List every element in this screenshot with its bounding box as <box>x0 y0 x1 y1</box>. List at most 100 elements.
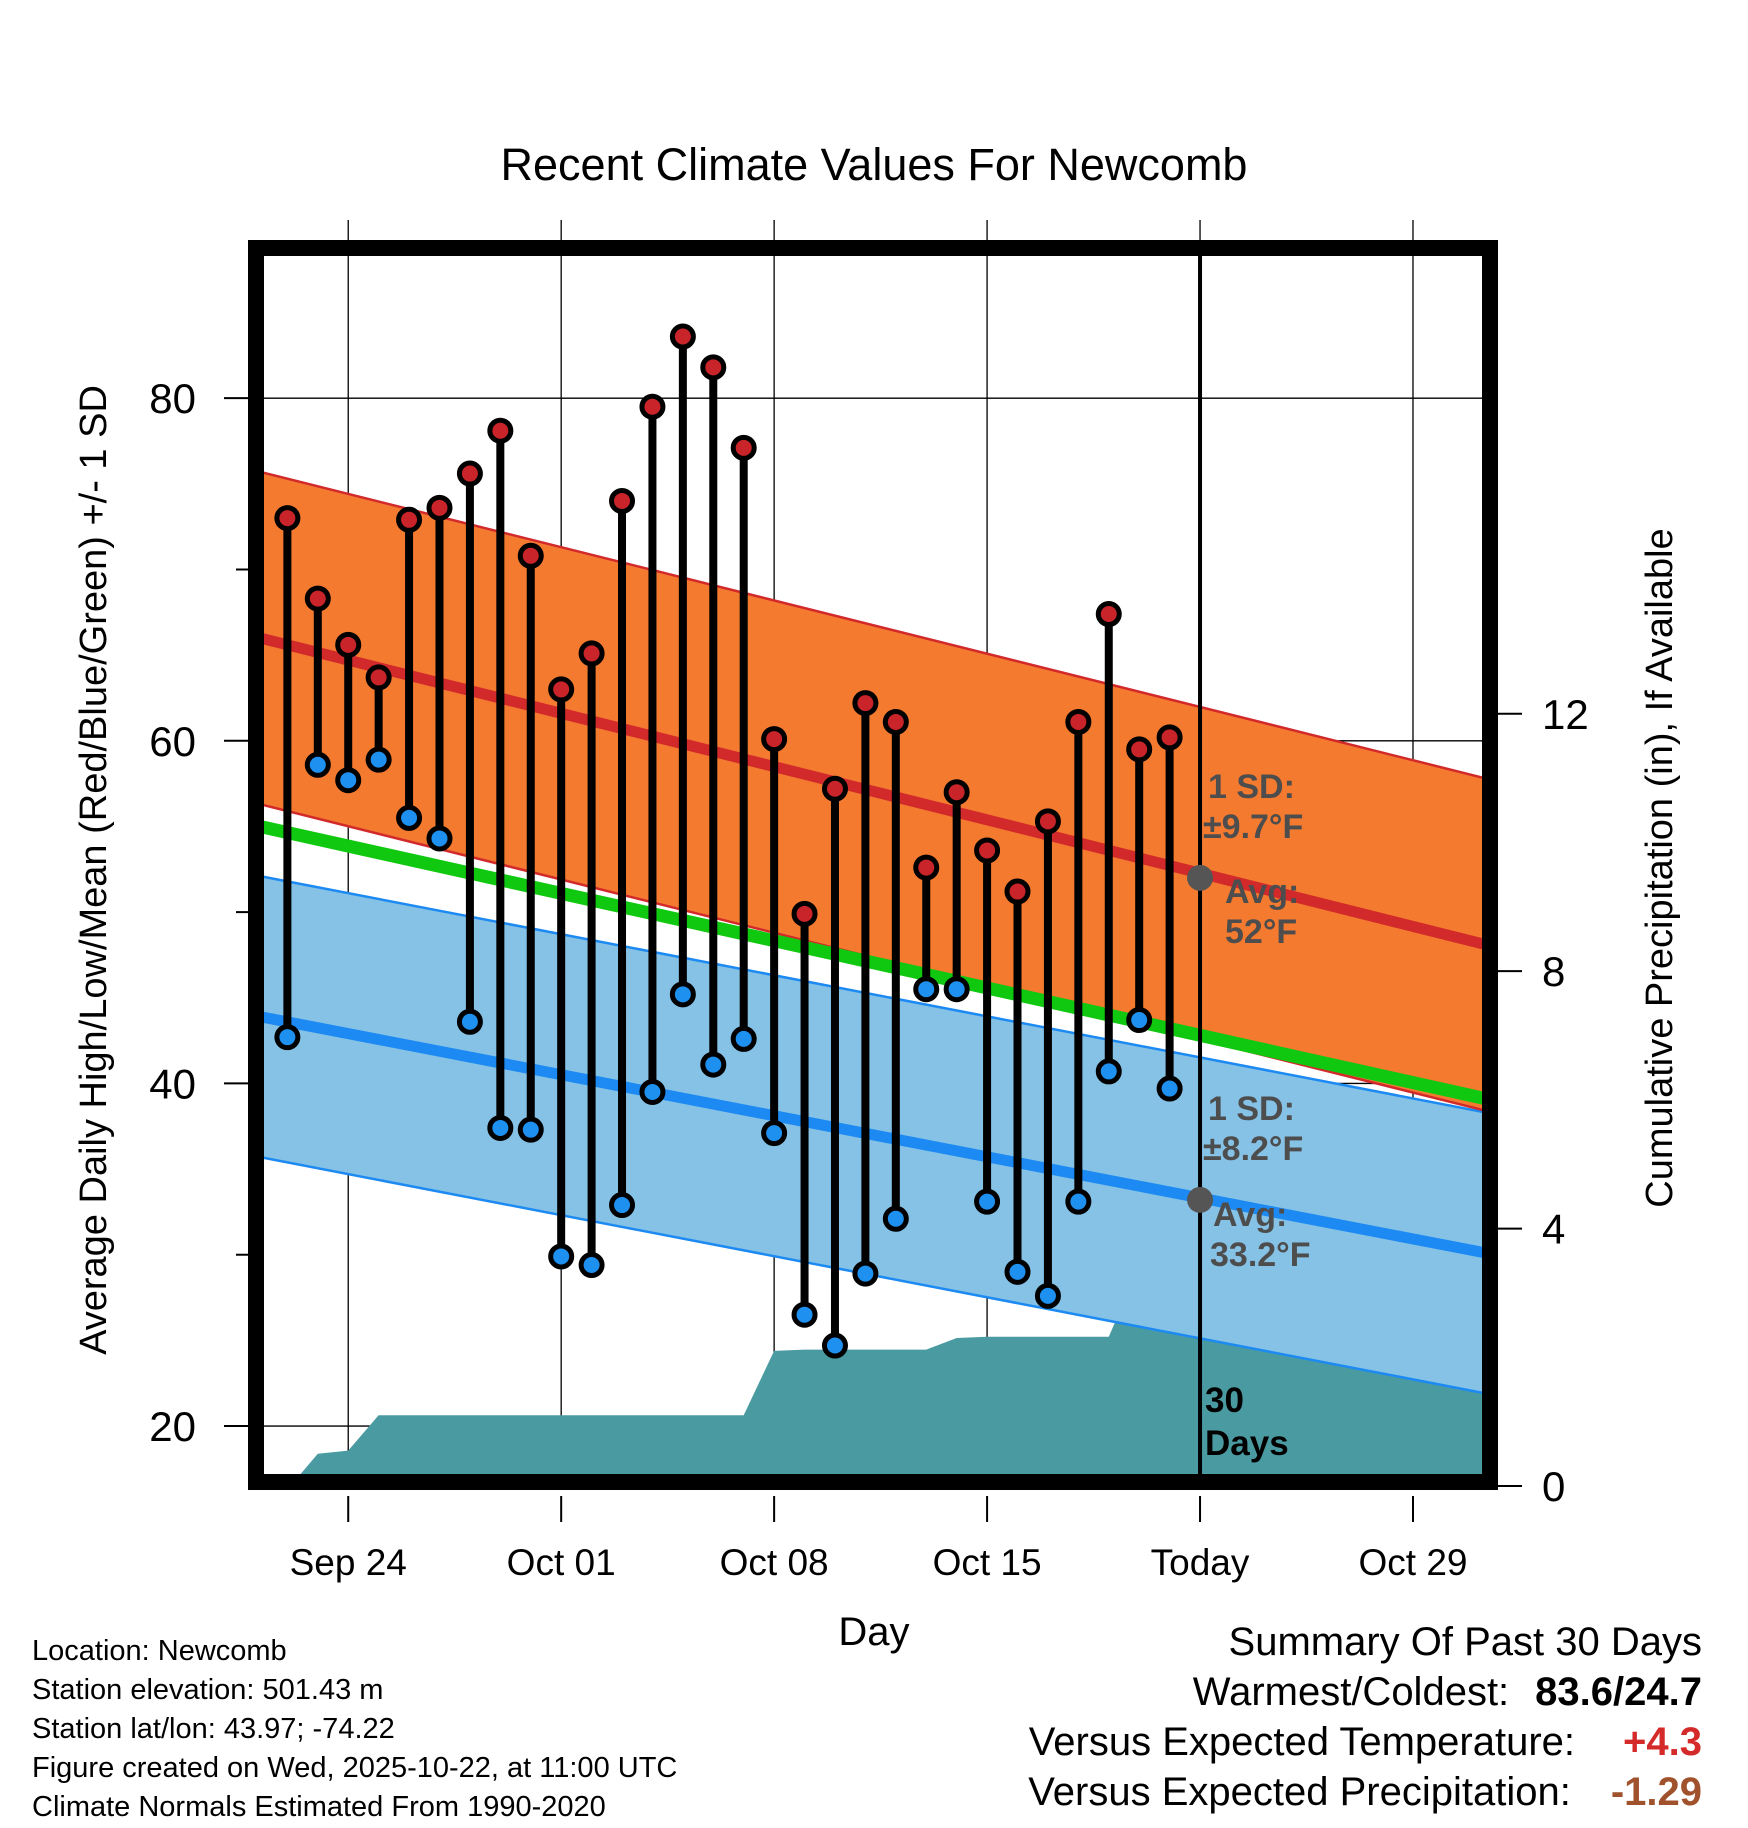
high-sd-band-upper-edge <box>260 470 1486 780</box>
summary-title: Summary Of Past 30 Days <box>1228 1620 1702 1664</box>
daily-low-point <box>426 825 453 852</box>
daily-high-point <box>852 690 879 717</box>
daily-low-point <box>578 1252 605 1279</box>
daily-high-point <box>730 434 757 461</box>
summary-panel: Summary Of Past 30 Days Warmest/Coldest:… <box>1028 1617 1702 1817</box>
latlon-text: Station lat/lon: 43.97; -74.22 <box>32 1713 395 1745</box>
daily-low-point <box>821 1332 848 1359</box>
daily-low-point <box>669 981 696 1008</box>
high-avg-value: 52°F <box>1225 913 1297 951</box>
daily-low-point <box>335 767 362 794</box>
daily-high-point <box>517 542 544 569</box>
elevation-text: Station elevation: 501.43 m <box>32 1674 384 1706</box>
x-tick-label: Oct 08 <box>720 1542 829 1583</box>
daily-high-point <box>913 854 940 881</box>
created-text: Figure created on Wed, 2025-10-22, at 11… <box>32 1752 678 1784</box>
precip-label: Versus Expected Precipitation: <box>1028 1770 1571 1814</box>
x-tick-label: Today <box>1151 1542 1250 1583</box>
daily-high-point <box>669 323 696 350</box>
daily-low-point <box>487 1114 514 1141</box>
daily-low-point <box>974 1188 1001 1215</box>
daily-low-point <box>1065 1188 1092 1215</box>
high-sd-value: ±9.7°F <box>1203 808 1303 846</box>
precip-days-count: 30 <box>1205 1381 1244 1420</box>
daily-low-point <box>700 1051 727 1078</box>
x-tick-label: Oct 15 <box>933 1542 1042 1583</box>
summary-temp-row: Versus Expected Temperature: +4.3 <box>1028 1717 1702 1767</box>
daily-low-point <box>761 1120 788 1147</box>
high-avg-label: Avg: <box>1225 873 1299 911</box>
x-axis-label: Day <box>838 1610 909 1654</box>
low-avg-label: Avg: <box>1213 1196 1287 1234</box>
daily-high-point <box>548 676 575 703</box>
daily-low-point <box>1004 1258 1031 1285</box>
low-avg-value: 33.2°F <box>1210 1236 1311 1274</box>
x-tick-label: Oct 29 <box>1358 1542 1467 1583</box>
y-tick-label: 80 <box>149 375 196 422</box>
summary-warm-row: Warmest/Coldest: 83.6/24.7 <box>1028 1667 1702 1717</box>
daily-high-point <box>974 837 1001 864</box>
daily-high-point <box>609 487 636 514</box>
daily-high-point <box>274 505 301 532</box>
y-axis-label: Average Daily High/Low/Mean (Red/Blue/Gr… <box>73 385 115 1355</box>
chart-title: Recent Climate Values For Newcomb <box>501 139 1248 190</box>
warm-value: 83.6/24.7 <box>1535 1670 1702 1714</box>
low-sd-label: 1 SD: <box>1208 1090 1295 1128</box>
daily-low-point <box>943 976 970 1003</box>
daily-low-point <box>304 751 331 778</box>
location-text: Location: Newcomb <box>32 1635 287 1667</box>
daily-low-point <box>517 1116 544 1143</box>
daily-low-point <box>548 1243 575 1270</box>
normals-text: Climate Normals Estimated From 1990-2020 <box>32 1791 606 1823</box>
precip-days-word: Days <box>1205 1424 1289 1463</box>
daily-high-point <box>304 585 331 612</box>
daily-low-point <box>852 1260 879 1287</box>
y-tick-label: 60 <box>149 718 196 765</box>
normal-low-line <box>260 1011 1486 1259</box>
daily-low-point <box>913 976 940 1003</box>
daily-high-point <box>639 393 666 420</box>
plot-frame <box>248 240 1498 1490</box>
daily-high-point <box>1126 736 1153 763</box>
daily-low-point <box>882 1205 909 1232</box>
daily-high-point <box>487 417 514 444</box>
daily-high-point <box>1065 708 1092 735</box>
temp-value: +4.3 <box>1623 1720 1702 1764</box>
avg-high-marker <box>1187 864 1214 891</box>
warm-label: Warmest/Coldest: <box>1192 1670 1510 1714</box>
daily-high-point <box>365 664 392 691</box>
daily-low-point <box>365 746 392 773</box>
daily-low-point <box>274 1024 301 1051</box>
daily-low-point <box>1034 1282 1061 1309</box>
low-sd-band-upper-edge <box>260 874 1486 1114</box>
daily-high-point <box>456 460 483 487</box>
y2-tick-label: 12 <box>1542 691 1589 738</box>
daily-high-point <box>1156 724 1183 751</box>
avg-low-marker <box>1187 1186 1214 1213</box>
plot-clipped-layer <box>260 470 1486 1486</box>
y-tick-label: 40 <box>149 1060 196 1107</box>
daily-low-point <box>396 804 423 831</box>
daily-high-point <box>1004 878 1031 905</box>
daily-low-point <box>456 1008 483 1035</box>
daily-high-point <box>943 779 970 806</box>
y2-tick-label: 8 <box>1542 948 1565 995</box>
daily-high-point <box>791 900 818 927</box>
daily-high-point <box>396 506 423 533</box>
normal-high-line <box>260 632 1486 950</box>
daily-low-point <box>791 1301 818 1328</box>
daily-high-point <box>882 708 909 735</box>
normal-mean-line <box>260 820 1486 1106</box>
low-sd-value: ±8.2°F <box>1203 1130 1303 1168</box>
daily-low-point <box>609 1192 636 1219</box>
daily-low-point <box>1156 1075 1183 1102</box>
daily-high-point <box>761 726 788 753</box>
daily-high-point <box>578 640 605 667</box>
y2-tick-label: 0 <box>1542 1463 1565 1510</box>
x-tick-label: Oct 01 <box>507 1542 616 1583</box>
daily-low-point <box>1126 1007 1153 1034</box>
daily-low-point <box>730 1025 757 1052</box>
daily-high-point <box>426 494 453 521</box>
